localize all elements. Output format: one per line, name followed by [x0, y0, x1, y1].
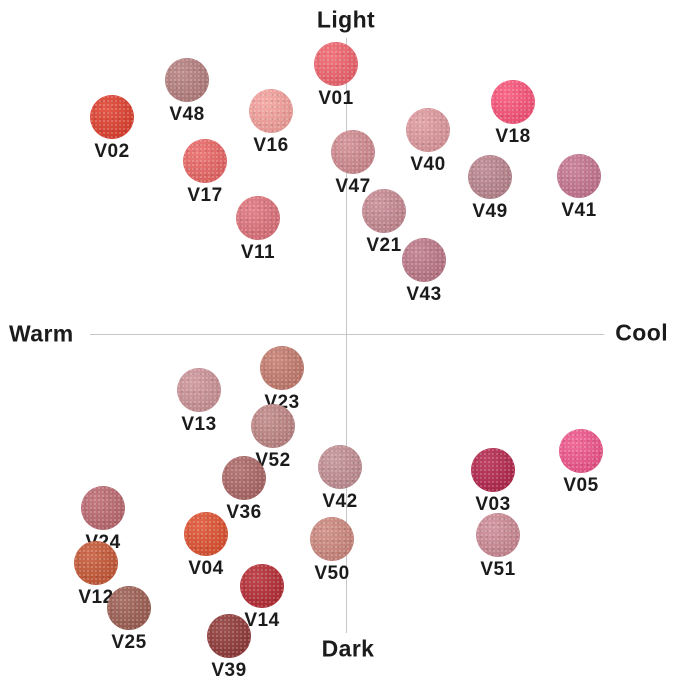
- shade-swatch: V43: [402, 238, 446, 306]
- shade-color-dot: [476, 513, 520, 557]
- shade-color-dot: [314, 42, 358, 86]
- shade-swatch: V04: [184, 512, 228, 580]
- shade-label: V05: [563, 475, 599, 496]
- shade-label: V04: [188, 558, 224, 579]
- shade-label: V03: [475, 494, 511, 515]
- shade-label: V18: [495, 126, 531, 147]
- shade-swatch: V48: [165, 58, 209, 126]
- shade-color-dot: [222, 456, 266, 500]
- shade-color-dot: [471, 448, 515, 492]
- shade-swatch: V16: [249, 89, 293, 157]
- shade-color-dot: [74, 541, 118, 585]
- shade-swatch: V47: [331, 130, 375, 198]
- shade-color-dot: [331, 130, 375, 174]
- shade-label: V49: [472, 201, 508, 222]
- shade-swatch: V17: [183, 139, 227, 207]
- shade-label: V21: [366, 235, 402, 256]
- shade-swatch: V49: [468, 155, 512, 223]
- shade-color-dot: [236, 196, 280, 240]
- shade-swatch: V50: [310, 517, 354, 585]
- shade-swatch: V03: [471, 448, 515, 516]
- shade-label: V47: [335, 176, 371, 197]
- shade-color-dot: [249, 89, 293, 133]
- shade-label: V17: [187, 185, 223, 206]
- shade-label: V14: [244, 610, 280, 631]
- shade-color-dot: [184, 512, 228, 556]
- shade-swatch: V51: [476, 513, 520, 581]
- axis-label-light: Light: [316, 6, 376, 33]
- shade-color-dot: [318, 445, 362, 489]
- shade-color-dot: [165, 58, 209, 102]
- shade-color-dot: [240, 564, 284, 608]
- shade-label: V41: [561, 200, 597, 221]
- shade-color-dot: [260, 346, 304, 390]
- light-dark-axis-line: [346, 38, 347, 633]
- shade-label: V50: [314, 563, 350, 584]
- shade-swatch: V01: [314, 42, 358, 110]
- shade-label: V39: [211, 660, 247, 679]
- shade-label: V40: [410, 154, 446, 175]
- shade-color-dot: [107, 586, 151, 630]
- shade-label: V11: [240, 242, 276, 263]
- axis-label-warm: Warm: [9, 320, 74, 347]
- shade-swatch: V52: [251, 404, 295, 472]
- shade-label: V13: [181, 414, 217, 435]
- shade-swatch: V23: [260, 346, 304, 414]
- shade-color-dot: [207, 614, 251, 658]
- shade-color-dot: [491, 80, 535, 124]
- shade-swatch: V18: [491, 80, 535, 148]
- shade-label: V01: [318, 88, 354, 109]
- shade-swatch: V12: [74, 541, 118, 609]
- shade-label: V12: [78, 587, 114, 608]
- shade-color-dot: [310, 517, 354, 561]
- shade-label: V25: [111, 632, 147, 653]
- shade-color-dot: [468, 155, 512, 199]
- axis-label-cool: Cool: [615, 319, 668, 346]
- shade-label: V42: [322, 491, 358, 512]
- shade-swatch: V39: [207, 614, 251, 679]
- shade-label: V51: [480, 559, 516, 580]
- axis-label-dark: Dark: [321, 635, 375, 662]
- shade-label: V48: [169, 104, 205, 125]
- shade-color-dot: [362, 189, 406, 233]
- shade-swatch: V41: [557, 154, 601, 222]
- shade-swatch: V13: [177, 368, 221, 436]
- shade-color-dot: [559, 429, 603, 473]
- shade-color-dot: [402, 238, 446, 282]
- shade-swatch: V42: [318, 445, 362, 513]
- shade-color-dot: [90, 95, 134, 139]
- shade-color-dot: [177, 368, 221, 412]
- shade-label: V02: [94, 141, 130, 162]
- shade-swatch: V21: [362, 189, 406, 257]
- shade-color-dot: [183, 139, 227, 183]
- shade-swatch: V25: [107, 586, 151, 654]
- warm-cool-axis-line: [90, 334, 604, 335]
- shade-label: V52: [255, 450, 291, 471]
- shade-label: V16: [253, 135, 289, 156]
- shade-swatch: V05: [559, 429, 603, 497]
- shade-color-dot: [557, 154, 601, 198]
- shade-label: V36: [226, 502, 262, 523]
- shade-color-dot: [406, 108, 450, 152]
- shade-swatch: V02: [90, 95, 134, 163]
- shade-swatch: V40: [406, 108, 450, 176]
- shade-color-dot: [251, 404, 295, 448]
- shade-swatch: V14: [240, 564, 284, 632]
- shade-swatch: V36: [222, 456, 266, 524]
- shade-color-dot: [81, 486, 125, 530]
- shade-swatch: V11: [236, 196, 280, 264]
- shade-label: V43: [406, 284, 442, 305]
